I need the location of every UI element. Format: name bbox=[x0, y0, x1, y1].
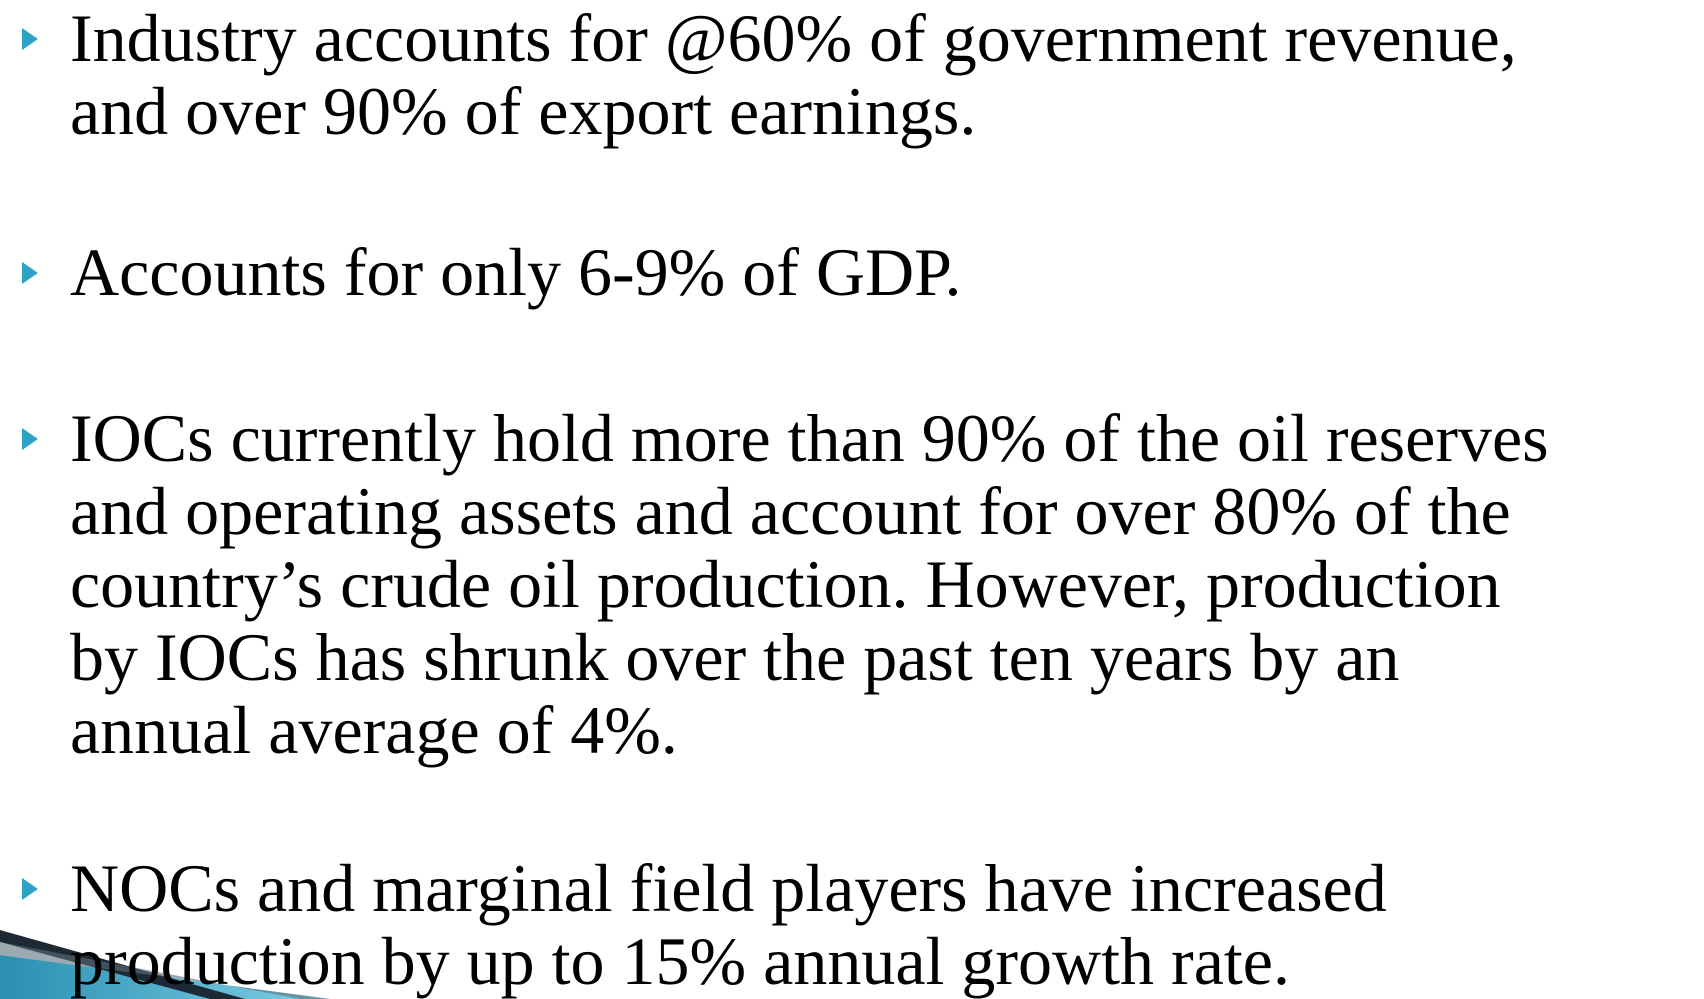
text-line: NOCs and marginal field players have inc… bbox=[70, 850, 1387, 926]
text-line: IOCs currently hold more than 90% of the… bbox=[70, 400, 1549, 476]
text-line: production by up to 15% annual growth ra… bbox=[70, 923, 1290, 999]
bullet-icon bbox=[22, 28, 38, 50]
bullet-text: IOCs currently hold more than 90% of the… bbox=[70, 402, 1549, 767]
decoration bbox=[0, 930, 330, 999]
text-line: annual average of 4%. bbox=[70, 692, 678, 768]
text-line: and over 90% of export earnings. bbox=[70, 73, 977, 149]
bullet-text: Industry accounts for @60% of government… bbox=[70, 2, 1517, 148]
bullet-icon bbox=[22, 878, 38, 900]
text-line: Industry accounts for @60% of government… bbox=[70, 0, 1517, 76]
bullet-icon bbox=[22, 262, 38, 284]
text-line: Accounts for only 6-9% of GDP. bbox=[70, 234, 962, 310]
text-line: and operating assets and account for ove… bbox=[70, 473, 1511, 549]
bullet-icon bbox=[22, 428, 38, 450]
text-line: by IOCs has shrunk over the past ten yea… bbox=[70, 619, 1400, 695]
text-line: country’s crude oil production. However,… bbox=[70, 546, 1501, 622]
bullet-text: NOCs and marginal field players have inc… bbox=[70, 852, 1387, 998]
bullet-text: Accounts for only 6-9% of GDP. bbox=[70, 236, 961, 309]
